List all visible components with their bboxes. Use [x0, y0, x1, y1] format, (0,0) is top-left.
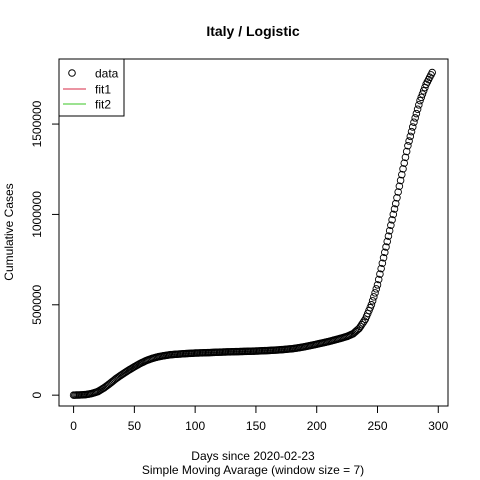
data-point	[371, 289, 379, 297]
data-point	[376, 270, 384, 278]
y-tick-label: 1000000	[30, 191, 44, 238]
chart-title: Italy / Logistic	[206, 23, 300, 39]
data-point	[367, 301, 376, 309]
y-ticks: 0 500000 1000000 1500000	[30, 100, 59, 399]
data-point	[372, 285, 381, 293]
x-tick-label: 50	[128, 419, 142, 433]
x-tick-label: 200	[307, 419, 327, 433]
x-ticks: 0 50 100 150 200 250 300	[70, 406, 449, 433]
data-point	[387, 221, 395, 230]
legend-data-label: data	[95, 67, 119, 81]
legend-fit2-label: fit2	[95, 98, 111, 112]
data-point	[419, 87, 428, 95]
data-point	[406, 132, 415, 141]
data-point	[418, 90, 427, 98]
data-point	[416, 96, 424, 105]
data-point	[405, 137, 413, 145]
x-tick-label: 0	[70, 419, 77, 433]
x-axis-label: Days since 2020-02-23	[191, 449, 315, 463]
data-points	[69, 68, 436, 399]
legend-fit1-label: fit1	[95, 83, 111, 97]
data-point	[399, 165, 407, 173]
y-tick-label: 0	[30, 392, 44, 399]
data-point	[400, 159, 408, 167]
data-point	[395, 182, 404, 190]
data-point	[408, 123, 417, 131]
data-point	[373, 281, 382, 289]
data-point	[388, 216, 396, 224]
data-point	[412, 109, 421, 118]
data-point	[381, 248, 389, 257]
data-point	[404, 141, 412, 150]
x-tick-label: 150	[246, 419, 266, 433]
y-tick-label: 1500000	[30, 100, 44, 147]
data-point	[390, 205, 399, 213]
data-point	[378, 259, 387, 267]
data-point	[402, 147, 411, 156]
x-axis-sublabel: Simple Moving Avarage (window size = 7)	[142, 463, 364, 477]
data-point	[360, 317, 368, 325]
legend: data fit1 fit2	[58, 58, 125, 117]
y-tick-label: 500000	[30, 284, 44, 324]
data-point	[417, 93, 426, 102]
data-point	[377, 264, 385, 273]
data-point	[396, 176, 405, 185]
x-tick-label: 300	[428, 419, 448, 433]
data-point	[407, 127, 416, 136]
data-point	[368, 297, 377, 305]
data-point	[370, 293, 378, 301]
data-point	[398, 170, 406, 179]
data-point	[394, 188, 402, 196]
data-point	[383, 237, 391, 246]
x-tick-label: 100	[185, 419, 205, 433]
data-point	[428, 68, 436, 77]
data-point	[411, 114, 419, 122]
data-point	[384, 232, 393, 240]
data-point	[385, 226, 394, 235]
data-point	[413, 105, 422, 113]
x-tick-label: 250	[367, 419, 387, 433]
data-point	[374, 275, 383, 284]
data-point	[401, 153, 410, 162]
data-point	[382, 243, 390, 251]
data-point	[391, 199, 400, 208]
data-point	[393, 194, 401, 202]
y-axis-label: Cumulative Cases	[2, 183, 16, 280]
data-point	[389, 210, 398, 219]
data-point	[410, 118, 418, 127]
legend-data-marker	[68, 69, 76, 77]
data-point	[415, 101, 423, 109]
legend-box	[58, 58, 125, 117]
data-point	[379, 254, 388, 262]
